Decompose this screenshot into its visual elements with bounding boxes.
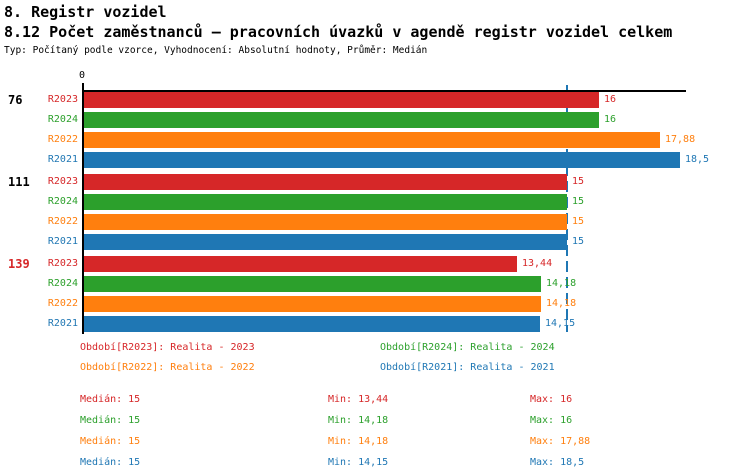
- bar: [84, 112, 599, 128]
- bar: [84, 92, 599, 108]
- bar-chart: 0 76 R2023 16 R2024 16 R2022 17,88 R2021 18,5 111…: [8, 70, 710, 334]
- y-axis-line: [82, 83, 84, 334]
- meta-line: Typ: Počítaný podle vzorce, Vyhodnocení:…: [4, 45, 428, 56]
- bar: [84, 296, 541, 312]
- bar-value-label: 14,15: [545, 318, 576, 329]
- bar-value-label: 16: [604, 94, 617, 105]
- group-label: 76: [8, 93, 23, 107]
- legend-item: Období[R2024]: Realita - 2024: [380, 342, 555, 353]
- bar-row-label: R2021: [47, 236, 78, 247]
- bar-row-label: R2023: [47, 176, 78, 187]
- bar-row-label: R2024: [47, 278, 78, 289]
- bar-value-label: 15: [572, 236, 585, 247]
- stat-max: Max: 17,88: [530, 436, 591, 447]
- bar-value-label: 17,88: [665, 134, 696, 145]
- bar-value-label: 15: [572, 176, 585, 187]
- stat-median: Medián: 15: [80, 436, 141, 447]
- bar-value-label: 14,18: [546, 298, 577, 309]
- bar: [84, 316, 540, 332]
- bar: [84, 276, 541, 292]
- axis-zero-label: 0: [79, 70, 86, 81]
- stat-min: Min: 14,15: [328, 457, 389, 468]
- stat-min: Min: 13,44: [328, 394, 389, 405]
- stat-median: Medián: 15: [80, 457, 141, 468]
- bar: [84, 152, 680, 168]
- bar-value-label: 18,5: [685, 154, 710, 165]
- bar-value-label: 15: [572, 196, 585, 207]
- bar: [84, 214, 567, 230]
- stat-median: Medián: 15: [80, 394, 141, 405]
- bar-row-label: R2024: [47, 114, 78, 125]
- stat-max: Max: 16: [530, 394, 573, 405]
- bar-value-label: 14,18: [546, 278, 577, 289]
- bar-row-label: R2022: [47, 134, 78, 145]
- stat-max: Max: 16: [530, 415, 573, 426]
- group-label: 111: [8, 175, 30, 189]
- bar-row-label: R2021: [47, 154, 78, 165]
- bar: [84, 256, 517, 272]
- legend-item: Období[R2021]: Realita - 2021: [380, 362, 555, 373]
- x-axis-line: [82, 90, 686, 92]
- bar: [84, 132, 660, 148]
- median-line: [566, 85, 568, 332]
- bar: [84, 194, 567, 210]
- bar-row-label: R2024: [47, 196, 78, 207]
- bar: [84, 174, 567, 190]
- indicator-title: 8.12 Počet zaměstnanců – pracovních úvaz…: [4, 23, 673, 41]
- section-title: 8. Registr vozidel: [4, 3, 167, 21]
- stat-median: Medián: 15: [80, 415, 141, 426]
- bar-value-label: 15: [572, 216, 585, 227]
- legend-item: Období[R2023]: Realita - 2023: [80, 342, 255, 353]
- bar: [84, 234, 567, 250]
- bar-row-label: R2023: [47, 94, 78, 105]
- bar-value-label: 13,44: [522, 258, 553, 269]
- bar-row-label: R2021: [47, 318, 78, 329]
- bar-value-label: 16: [604, 114, 617, 125]
- stat-min: Min: 14,18: [328, 436, 389, 447]
- stat-max: Max: 18,5: [530, 457, 585, 468]
- legend-item: Období[R2022]: Realita - 2022: [80, 362, 255, 373]
- bar-row-label: R2022: [47, 298, 78, 309]
- group-label: 139: [8, 257, 30, 271]
- bar-row-label: R2023: [47, 258, 78, 269]
- bar-row-label: R2022: [47, 216, 78, 227]
- stat-min: Min: 14,18: [328, 415, 389, 426]
